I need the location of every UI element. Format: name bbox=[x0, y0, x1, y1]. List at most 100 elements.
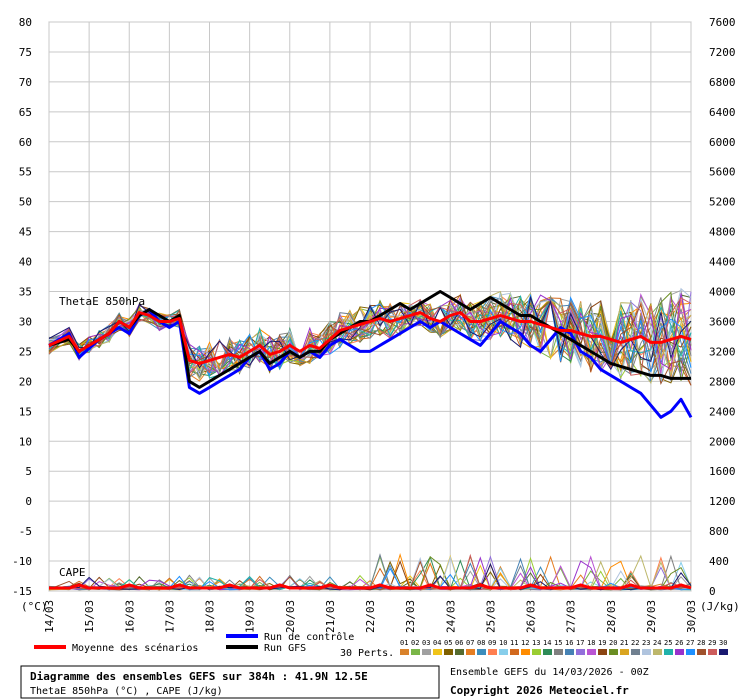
legend-gfs-label: Run GFS bbox=[264, 643, 306, 654]
member-legend-label: 14 bbox=[543, 639, 551, 647]
member-legend-swatch bbox=[675, 649, 684, 655]
member-legend-label: 22 bbox=[631, 639, 639, 647]
left-tick-label: -15 bbox=[12, 585, 32, 598]
x-tick-label: 24/03 bbox=[444, 600, 457, 633]
member-legend-swatch bbox=[433, 649, 442, 655]
member-legend-swatch bbox=[543, 649, 552, 655]
right-tick-label: 6400 bbox=[709, 106, 736, 119]
x-axis-ticks: 14/03 15/03 16/03 17/03 18/03 19/03 20/03 21/03… bbox=[43, 600, 698, 633]
member-legend-swatch bbox=[620, 649, 629, 655]
member-legend-swatch bbox=[598, 649, 607, 655]
member-legend-label: 03 bbox=[422, 639, 430, 647]
legend: Moyenne des scénarios Run de contrôle Ru… bbox=[34, 631, 728, 659]
member-legend-swatch bbox=[609, 649, 618, 655]
right-tick-label: 3600 bbox=[709, 315, 736, 328]
x-tick-label: 23/03 bbox=[404, 600, 417, 633]
left-tick-label: 70 bbox=[19, 76, 32, 89]
x-tick-label: 19/03 bbox=[244, 600, 257, 633]
member-legend-label: 11 bbox=[510, 639, 518, 647]
left-tick-label: 65 bbox=[19, 106, 32, 119]
member-legend-swatch bbox=[400, 649, 409, 655]
right-tick-label: 7200 bbox=[709, 46, 736, 59]
copyright: Copyright 2026 Meteociel.fr bbox=[450, 684, 629, 697]
left-tick-label: 45 bbox=[19, 226, 32, 239]
x-tick-label: 18/03 bbox=[204, 600, 217, 633]
member-legend-swatch bbox=[642, 649, 651, 655]
x-tick-label: 27/03 bbox=[565, 600, 578, 633]
x-tick-label: 14/03 bbox=[43, 600, 56, 633]
member-legend-swatch bbox=[488, 649, 497, 655]
member-legend-swatch bbox=[565, 649, 574, 655]
x-tick-label: 25/03 bbox=[484, 600, 497, 633]
member-legend-label: 19 bbox=[598, 639, 606, 647]
cape-annotation: CAPE bbox=[59, 566, 86, 579]
left-axis-unit: (°C) bbox=[21, 600, 48, 613]
left-tick-label: 15 bbox=[19, 405, 32, 418]
x-tick-label: 15/03 bbox=[83, 600, 96, 633]
main-series bbox=[48, 290, 693, 590]
right-axis-unit: (J/kg) bbox=[700, 600, 740, 613]
member-legend-swatch bbox=[554, 649, 563, 655]
member-legend-label: 10 bbox=[499, 639, 507, 647]
member-legend-swatch bbox=[466, 649, 475, 655]
legend-control-label: Run de contrôle bbox=[264, 631, 354, 643]
left-tick-label: 20 bbox=[19, 375, 32, 388]
left-tick-label: 50 bbox=[19, 196, 32, 209]
x-tick-label: 16/03 bbox=[123, 600, 136, 633]
x-tick-label: 28/03 bbox=[605, 600, 618, 633]
right-tick-label: 6000 bbox=[709, 136, 736, 149]
left-tick-label: 5 bbox=[25, 465, 32, 478]
member-legend-label: 12 bbox=[521, 639, 529, 647]
member-legend-swatch bbox=[653, 649, 662, 655]
member-legend-label: 21 bbox=[620, 639, 628, 647]
legend-perts-label: 30 Perts. bbox=[340, 648, 394, 659]
right-tick-label: 6800 bbox=[709, 76, 736, 89]
chart-grid bbox=[48, 21, 692, 592]
member-legend-label: 30 bbox=[719, 639, 727, 647]
member-legend-label: 25 bbox=[664, 639, 672, 647]
member-legend-swatch bbox=[455, 649, 464, 655]
member-legend-label: 20 bbox=[609, 639, 617, 647]
member-legend-swatch bbox=[411, 649, 420, 655]
right-tick-label: 5200 bbox=[709, 196, 736, 209]
member-legend-swatch bbox=[510, 649, 519, 655]
member-legend-label: 09 bbox=[488, 639, 496, 647]
member-legend-swatch bbox=[697, 649, 706, 655]
left-tick-label: 80 bbox=[19, 16, 32, 29]
thetae-annotation: ThetaE 850hPa bbox=[59, 295, 145, 308]
right-tick-label: 5600 bbox=[709, 166, 736, 179]
right-tick-label: 2000 bbox=[709, 435, 736, 448]
member-legend-label: 07 bbox=[466, 639, 474, 647]
member-legend-swatch bbox=[587, 649, 596, 655]
right-tick-label: 3200 bbox=[709, 345, 736, 358]
member-legend: 01 02 03 04 05 06 07 08 09 10 11 12 13 14 15 16 17 18 19 20… bbox=[400, 639, 728, 655]
x-tick-label: 26/03 bbox=[525, 600, 538, 633]
member-legend-swatch bbox=[422, 649, 431, 655]
member-legend-label: 05 bbox=[444, 639, 452, 647]
left-tick-label: 60 bbox=[19, 136, 32, 149]
right-tick-label: 400 bbox=[709, 555, 729, 568]
right-tick-label: 7600 bbox=[709, 16, 736, 29]
control-series-line bbox=[48, 308, 693, 419]
right-tick-label: 2800 bbox=[709, 375, 736, 388]
member-legend-swatch bbox=[521, 649, 530, 655]
x-tick-label: 29/03 bbox=[645, 600, 658, 633]
member-legend-swatch bbox=[477, 649, 486, 655]
x-tick-label: 22/03 bbox=[364, 600, 377, 633]
x-tick-label: 20/03 bbox=[284, 600, 297, 633]
right-tick-label: 1600 bbox=[709, 465, 736, 478]
x-tick-label: 30/03 bbox=[685, 600, 698, 633]
mean-cape-line bbox=[49, 583, 692, 590]
footer-box bbox=[20, 665, 440, 699]
left-tick-label: -5 bbox=[19, 525, 32, 538]
left-tick-label: 10 bbox=[19, 435, 32, 448]
member-legend-label: 23 bbox=[642, 639, 650, 647]
right-tick-label: 800 bbox=[709, 525, 729, 538]
left-tick-label: 30 bbox=[19, 315, 32, 328]
left-tick-label: -10 bbox=[12, 555, 32, 568]
member-legend-swatch bbox=[664, 649, 673, 655]
member-legend-swatch bbox=[532, 649, 541, 655]
right-tick-label: 2400 bbox=[709, 405, 736, 418]
right-tick-label: 4800 bbox=[709, 226, 736, 239]
